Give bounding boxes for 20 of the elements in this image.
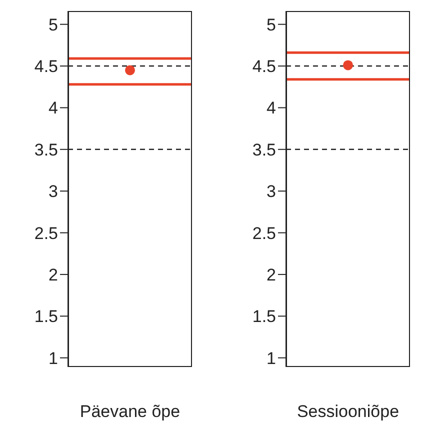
y-tick-label: 4 [266, 98, 276, 118]
y-tick-label: 4.5 [252, 57, 276, 76]
y-tick-label: 3.5 [34, 140, 58, 160]
x-tick-label: Sessiooniõpe [296, 402, 400, 422]
y-tick-label: 3.5 [252, 140, 276, 160]
y-tick-label: 5 [266, 15, 276, 34]
y-tick-label: 3 [48, 182, 58, 202]
y-tick-label: 3 [266, 182, 276, 202]
y-tick-label: 4.5 [34, 57, 58, 76]
y-tick-label: 2 [266, 265, 276, 284]
x-tick-label: Päevane õpe [80, 402, 180, 422]
y-tick-label: 2 [48, 265, 58, 284]
y-tick-label: 2.5 [252, 224, 276, 243]
y-tick-label: 1 [266, 348, 276, 368]
y-tick-label: 2.5 [34, 224, 58, 243]
y-tick-label: 4 [48, 98, 58, 118]
y-tick-label: 1 [48, 348, 58, 368]
y-tick-label: 1.5 [252, 307, 276, 326]
y-tick-label: 1.5 [34, 307, 58, 326]
y-tick-label: 5 [48, 15, 58, 34]
